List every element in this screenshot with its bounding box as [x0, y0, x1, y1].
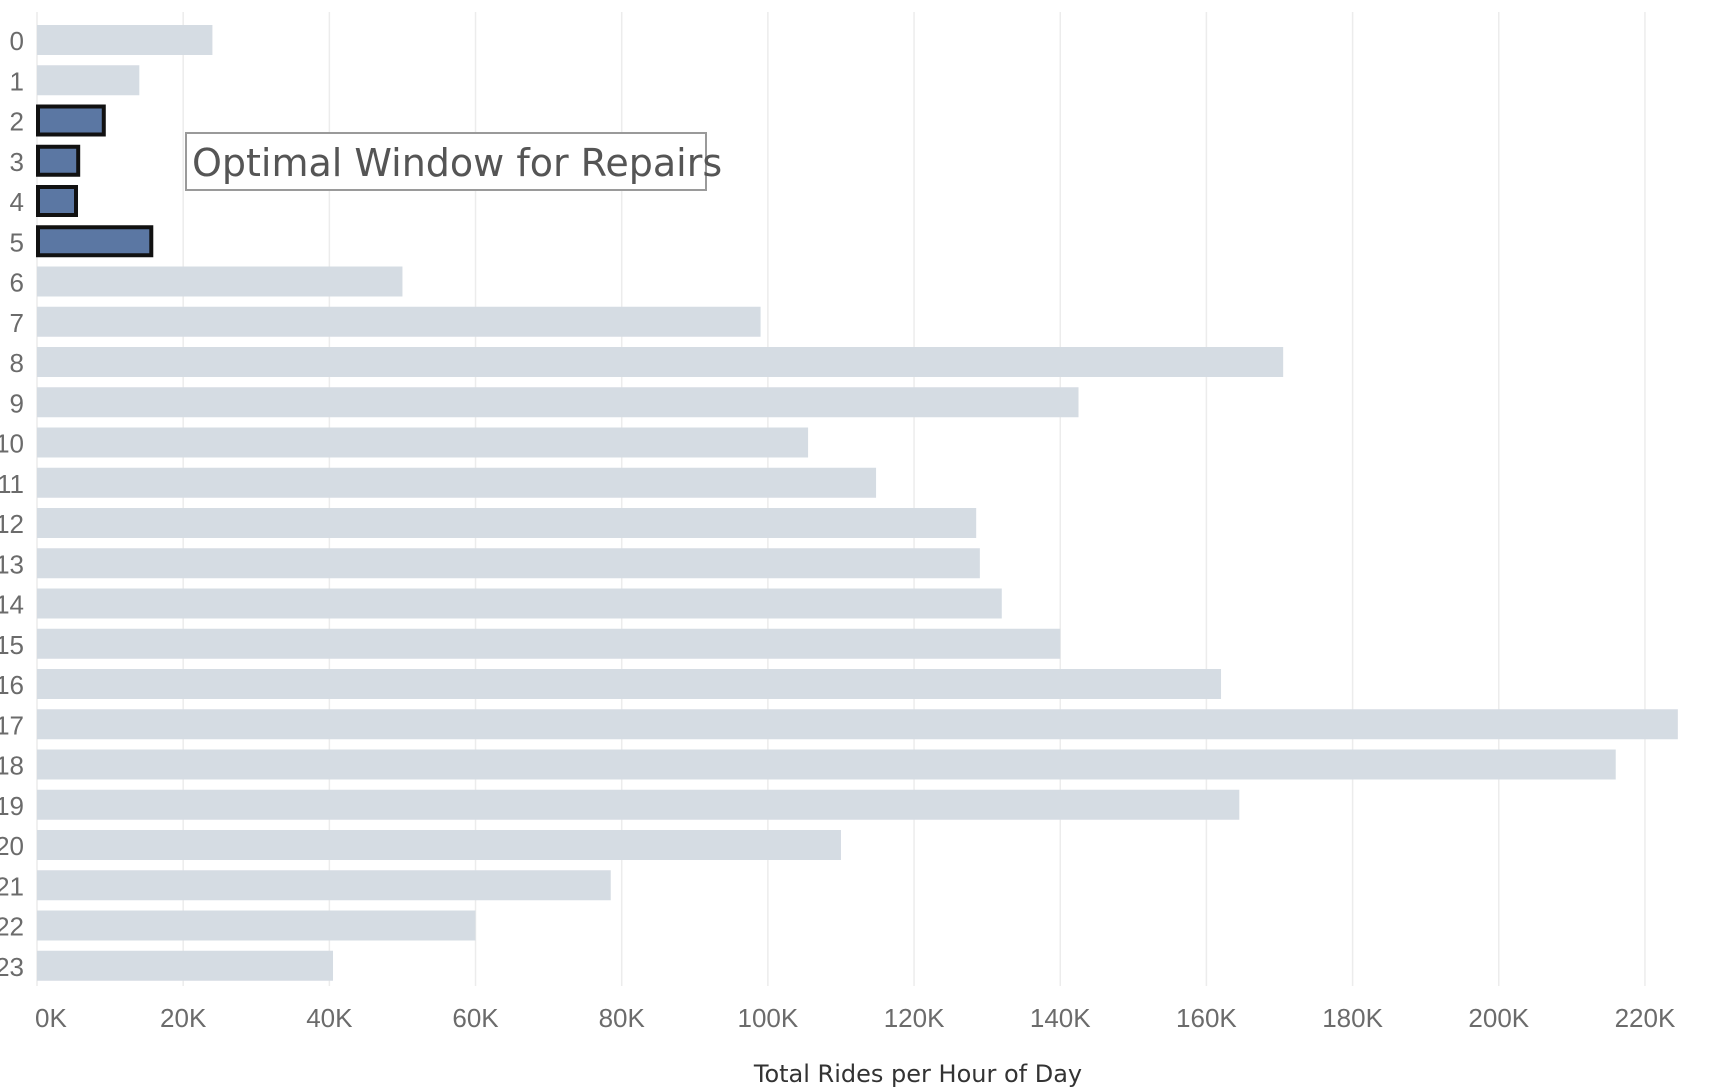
y-tick-label: 19 [0, 791, 24, 821]
bar [37, 870, 611, 901]
bar [37, 669, 1222, 699]
y-tick-label: 16 [0, 670, 24, 700]
x-tick-label: 0K [35, 1003, 67, 1033]
x-axis-ticks: 0K 20K 40K 60K 80K 100K 120K 140K 160K 180K 200K 22… [35, 1003, 1676, 1033]
annotation-box [185, 132, 707, 191]
bar [37, 266, 403, 297]
y-tick-label: 2 [10, 107, 24, 137]
bar-highlighted [36, 104, 106, 137]
bar [37, 789, 1240, 820]
y-tick-label: 11 [0, 469, 24, 499]
y-tick-label: 23 [0, 952, 24, 982]
bar [37, 628, 1061, 659]
annotation: Optimal Window for Repairs [185, 132, 722, 191]
y-tick-label: 6 [10, 268, 24, 298]
bar [37, 588, 1002, 619]
bar-highlighted [36, 185, 79, 217]
x-tick-label: 80K [599, 1003, 646, 1033]
x-tick-label: 200K [1468, 1003, 1529, 1033]
x-tick-label: 100K [738, 1003, 799, 1033]
y-tick-label: 7 [10, 308, 24, 338]
annotation-text: Optimal Window for Repairs [192, 141, 722, 185]
bar [37, 467, 877, 498]
y-tick-label: 8 [10, 348, 24, 378]
y-tick-label: 15 [0, 630, 24, 660]
y-tick-label: 13 [0, 549, 24, 579]
x-tick-label: 140K [1030, 1003, 1091, 1033]
y-tick-label: 22 [0, 912, 24, 942]
bar [37, 709, 1678, 740]
bar [37, 950, 334, 981]
x-tick-label: 60K [452, 1003, 499, 1033]
y-tick-label: 10 [0, 429, 24, 459]
y-tick-label: 12 [0, 509, 24, 539]
bar [37, 427, 809, 458]
y-tick-label: 20 [0, 831, 24, 861]
bar [37, 387, 1079, 418]
bar [37, 65, 140, 96]
bars [36, 25, 1678, 981]
x-tick-label: 20K [160, 1003, 207, 1033]
x-tick-label: 120K [884, 1003, 945, 1033]
bar-highlighted [36, 144, 81, 177]
bar [37, 25, 213, 55]
y-tick-label: 1 [10, 66, 24, 96]
bar [37, 347, 1284, 377]
y-tick-label: 14 [0, 590, 24, 620]
x-tick-label: 220K [1615, 1003, 1676, 1033]
y-tick-label: 4 [10, 187, 24, 217]
y-tick-label: 0 [10, 26, 24, 56]
y-tick-label: 9 [10, 388, 24, 418]
bar [37, 548, 980, 579]
bar [37, 306, 761, 337]
bar-highlighted [36, 225, 154, 258]
bar [37, 910, 476, 941]
bar [37, 749, 1616, 780]
bar [37, 830, 841, 860]
y-tick-label: 21 [0, 871, 24, 901]
y-tick-label: 18 [0, 751, 24, 781]
y-tick-label: 3 [10, 147, 24, 177]
x-tick-label: 40K [306, 1003, 353, 1033]
x-axis-title: Total Rides per Hour of Day [753, 1060, 1082, 1088]
y-tick-label: 5 [10, 227, 24, 257]
y-tick-label: 17 [0, 710, 24, 740]
bar [37, 508, 977, 538]
x-tick-label: 160K [1176, 1003, 1237, 1033]
x-tick-label: 180K [1322, 1003, 1383, 1033]
